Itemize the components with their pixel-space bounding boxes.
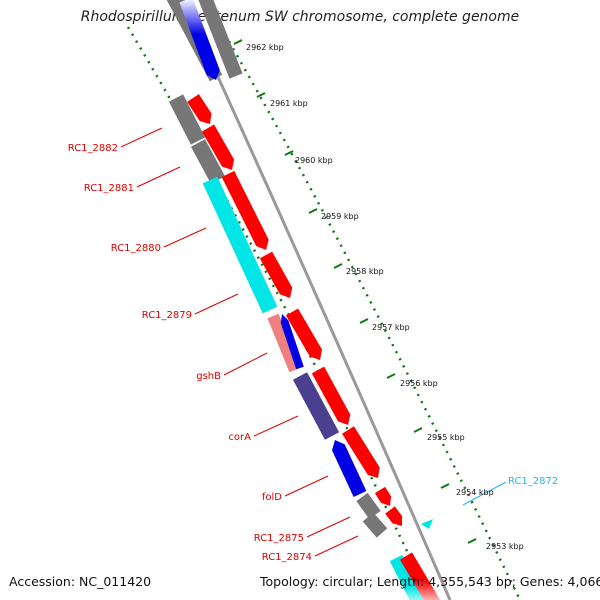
tick-2959: 2959 kbp	[308, 208, 359, 221]
tick-label: 2957 kbp	[372, 323, 410, 332]
label-leader-line	[462, 481, 507, 506]
gene-label-gshb[interactable]: gshB	[196, 371, 221, 382]
tick-2954: 2954 kbp	[440, 483, 494, 497]
gene-label-rc1-2872[interactable]: RC1_2872	[508, 476, 558, 487]
gene-feature-rc1-2880[interactable]	[202, 176, 278, 314]
tick-label: 2954 kbp	[456, 488, 494, 497]
tick-label: 2962 kbp	[246, 43, 284, 52]
gene-feature-blue-top[interactable]	[179, 0, 220, 80]
tick-label: 2956 kbp	[400, 379, 438, 388]
gene-labels: RC1_2882 RC1_2881 RC1_2880 RC1_2879 gshB…	[68, 143, 559, 563]
feature-track	[166, 0, 441, 600]
tick-label: 2960 kbp	[295, 156, 333, 165]
gene-feature-red-3[interactable]	[221, 170, 269, 250]
gene-feature-red-2[interactable]	[201, 124, 235, 170]
label-leaders	[120, 127, 507, 557]
gene-feature-red-1[interactable]	[187, 94, 212, 124]
gene-feature-rc1-2874[interactable]	[362, 512, 388, 538]
gene-feature-red-bottom[interactable]	[399, 552, 441, 600]
tick-label: 2961 kbp	[270, 99, 308, 108]
gene-label-rc1-2881[interactable]: RC1_2881	[84, 183, 134, 194]
gene-feature-cora[interactable]	[292, 372, 340, 440]
accession-text: Accession: NC_011420	[9, 574, 152, 589]
gene-label-cora[interactable]: corA	[228, 432, 251, 443]
tick-label: 2958 kbp	[346, 267, 384, 276]
gene-feature-red-7[interactable]	[342, 426, 380, 478]
gene-label-rc1-2880[interactable]: RC1_2880	[111, 243, 161, 254]
label-leader-line	[223, 352, 268, 376]
outer-tick-ring	[203, 0, 522, 600]
label-leader-line	[306, 516, 351, 538]
label-leader-line	[314, 535, 359, 557]
gene-feature-rc1-2881[interactable]	[190, 139, 226, 184]
gene-feature-gshb-pink[interactable]	[267, 313, 301, 373]
tick-2955: 2955 kbp	[413, 427, 465, 442]
gene-feature-cyan-bottom[interactable]	[389, 554, 426, 600]
gene-feature-red-4[interactable]	[259, 251, 293, 298]
gene-feature-rc1-2882[interactable]	[168, 94, 206, 145]
tick-2958: 2958 kbp	[333, 263, 384, 276]
label-leader-line	[284, 475, 329, 497]
label-leader-line	[163, 227, 207, 248]
topology-text: Topology: circular; Length: 4,355,543 bp…	[260, 574, 600, 589]
tick-label: 2955 kbp	[427, 433, 465, 442]
gene-label-rc1-2879[interactable]: RC1_2879	[142, 310, 192, 321]
label-leader-line	[253, 415, 299, 437]
gene-label-rc1-2874[interactable]: RC1_2874	[262, 552, 312, 563]
tick-2957: 2957 kbp	[359, 318, 410, 332]
gene-feature-rc1-2872[interactable]	[421, 519, 433, 529]
gene-feature-gray-top-inner[interactable]	[197, 0, 243, 79]
chromosome-backbone	[181, 0, 452, 600]
gene-feature-red-8[interactable]	[374, 486, 392, 506]
tick-2956: 2956 kbp	[386, 373, 438, 388]
gene-label-fold[interactable]: folD	[262, 492, 282, 503]
tick-label: 2953 kbp	[486, 542, 524, 551]
label-leader-line	[136, 166, 181, 188]
tick-labels: 2962 kbp 2961 kbp 2960 kbp 2959 kbp 2958…	[233, 39, 524, 551]
gene-feature-red-5[interactable]	[285, 308, 323, 360]
label-leader-line	[194, 293, 239, 315]
gene-feature-rc1-2875[interactable]	[356, 492, 381, 520]
gene-feature-fold[interactable]	[332, 440, 367, 497]
gene-label-rc1-2882[interactable]: RC1_2882	[68, 143, 118, 154]
label-leader-line	[120, 127, 163, 148]
gene-feature-gshb-blue[interactable]	[280, 314, 304, 370]
tick-label: 2959 kbp	[321, 212, 359, 221]
gene-feature-red-6[interactable]	[311, 366, 351, 425]
gene-feature-red-9[interactable]	[385, 506, 402, 526]
tick-2962: 2962 kbp	[233, 39, 284, 52]
tick-2961: 2961 kbp	[256, 92, 308, 108]
gene-label-rc1-2875[interactable]: RC1_2875	[254, 533, 304, 544]
tick-2960: 2960 kbp	[284, 150, 333, 165]
tick-2953: 2953 kbp	[467, 538, 524, 551]
